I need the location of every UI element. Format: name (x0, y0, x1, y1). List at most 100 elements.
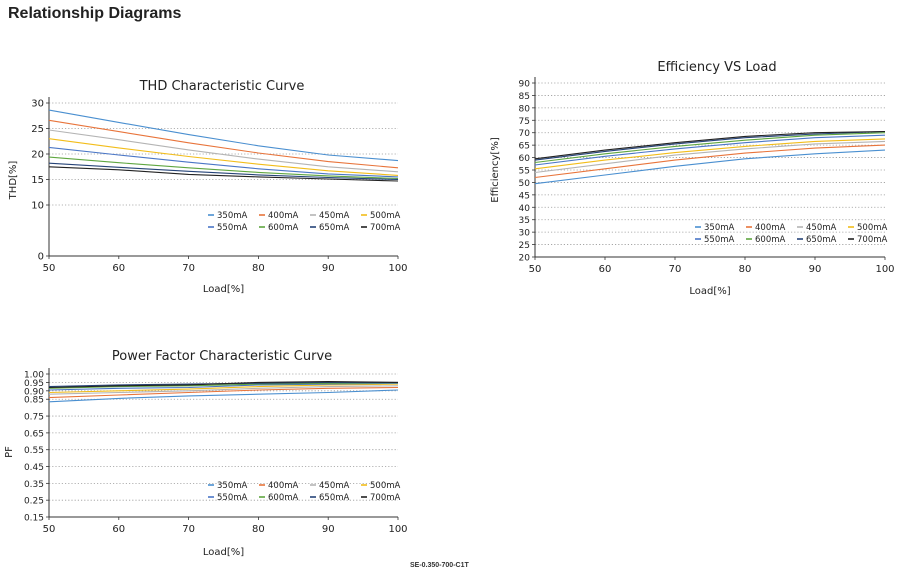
pf-y-tick-label: 0.45 (24, 463, 44, 473)
pf-x-tick-label: 50 (43, 524, 56, 535)
pf-chart-title: Power Factor Characteristic Curve (112, 349, 332, 364)
eff-series-line-650ma (534, 130, 886, 161)
pf-series-line-450ma (48, 385, 399, 395)
eff-legend-label-650ma: 650mA (806, 235, 837, 245)
eff-legend-label-550ma: 550mA (704, 235, 735, 245)
thd-x-axis-label: Load[%] (203, 284, 244, 295)
eff-x-tick-label: 100 (875, 264, 894, 275)
thd-y-tick-label: 10 (31, 201, 44, 212)
thd-legend-label-550ma: 550mA (217, 223, 248, 233)
thd-legend: 350mA 400mA 450mA 500mA 550mA 600mA 650mA 700mA (208, 211, 401, 233)
thd-x-tick-label: 90 (322, 263, 335, 274)
eff-legend-label-700ma: 700mA (857, 235, 888, 245)
eff-x-tick-label: 60 (599, 264, 612, 275)
eff-y-tick-label: 45 (519, 191, 530, 201)
pf-series-line-550ma (48, 382, 399, 391)
thd-y-axis-label: THD[%] (8, 161, 19, 201)
eff-y-tick-label: 55 (519, 167, 530, 177)
eff-y-tick-label: 35 (519, 216, 530, 226)
pf-x-tick-label: 90 (322, 524, 335, 535)
thd-y-tick-label: 15 (31, 175, 44, 186)
thd-series-line-600ma (48, 156, 399, 180)
eff-series-line-400ma (534, 144, 886, 179)
thd-series-line-500ma (48, 138, 399, 176)
power-factor-chart: Power Factor Characteristic Curve 0.15 0.2… (4, 349, 408, 558)
eff-y-axis-label: Efficiency[%] (490, 137, 501, 203)
thd-legend-label-400ma: 400mA (268, 211, 299, 221)
eff-legend: 350mA 400mA 450mA 500mA 550mA 600mA 650mA 700mA (695, 223, 888, 245)
pf-y-tick-label: 0.15 (24, 514, 44, 524)
eff-y-tick-label: 70 (519, 129, 531, 139)
thd-x-tick-label: 80 (252, 263, 265, 274)
eff-legend-label-400ma: 400mA (755, 223, 786, 233)
eff-series-line-350ma (534, 149, 886, 185)
eff-legend-label-350ma: 350mA (704, 223, 735, 233)
thd-legend-label-450ma: 450mA (319, 211, 350, 221)
thd-x-tick-label: 100 (388, 263, 407, 274)
pf-legend-label-450ma: 450mA (319, 481, 350, 491)
thd-legend-label-700ma: 700mA (370, 223, 401, 233)
thd-y-tick-label: 25 (31, 124, 44, 135)
eff-x-tick-label: 50 (529, 264, 542, 275)
pf-x-tick-label: 60 (112, 524, 125, 535)
eff-y-tick-label: 25 (519, 241, 530, 251)
thd-series-line-400ma (48, 119, 399, 169)
thd-x-tick-label: 70 (182, 263, 195, 274)
thd-series-line-700ma (48, 166, 399, 182)
pf-y-tick-label: 1.00 (24, 371, 44, 381)
eff-series-line-500ma (534, 138, 886, 170)
thd-legend-label-600ma: 600mA (268, 223, 299, 233)
pf-x-tick-label: 80 (252, 524, 265, 535)
pf-y-tick-label: 0.85 (24, 396, 44, 406)
pf-series-line-400ma (48, 386, 399, 399)
pf-legend-label-700ma: 700mA (370, 493, 401, 503)
thd-series-line-650ma (48, 162, 399, 181)
thd-y-tick-label: 30 (31, 99, 44, 110)
pf-y-tick-label: 0.25 (24, 497, 44, 507)
eff-series-line-600ma (534, 132, 886, 164)
eff-legend-label-600ma: 600mA (755, 235, 786, 245)
thd-series-line-350ma (48, 109, 399, 162)
thd-x-tick-label: 60 (112, 263, 125, 274)
eff-legend-label-450ma: 450mA (806, 223, 837, 233)
eff-x-axis-label: Load[%] (689, 286, 730, 297)
pf-y-tick-label: 0.35 (24, 480, 44, 490)
model-number-footer: SE-0.350-700-C1T (410, 562, 469, 569)
pf-legend-label-500ma: 500mA (370, 481, 401, 491)
eff-x-tick-label: 90 (809, 264, 822, 275)
pf-x-axis-label: Load[%] (203, 547, 244, 558)
pf-x-tick-label: 70 (182, 524, 195, 535)
thd-chart: THD Characteristic Curve 0 10 15 20 25 30 50 60 7… (8, 79, 408, 295)
efficiency-chart: Efficiency VS Load 20 25 30 35 40 45 50 55 60 65 70… (490, 60, 895, 297)
pf-x-tick-label: 100 (388, 524, 407, 535)
pf-legend-label-350ma: 350mA (217, 481, 248, 491)
pf-series-line-500ma (48, 383, 399, 394)
pf-y-tick-label: 0.90 (24, 387, 44, 397)
eff-x-tick-label: 70 (669, 264, 682, 275)
pf-legend-label-550ma: 550mA (217, 493, 248, 503)
thd-series-line-450ma (48, 129, 399, 173)
thd-legend-label-500ma: 500mA (370, 211, 401, 221)
thd-y-tick-label: 0 (38, 252, 44, 263)
pf-legend: 350mA 400mA 450mA 500mA 550mA 600mA 650mA 700mA (208, 481, 401, 503)
eff-y-tick-label: 30 (519, 229, 531, 239)
thd-legend-label-350ma: 350mA (217, 211, 248, 221)
pf-y-tick-label: 0.65 (24, 429, 44, 439)
eff-series-line-450ma (534, 140, 886, 174)
pf-y-tick-label: 0.55 (24, 446, 44, 456)
pf-legend-label-600ma: 600mA (268, 493, 299, 503)
eff-y-tick-label: 80 (519, 104, 531, 114)
eff-y-tick-label: 50 (519, 179, 531, 189)
pf-legend-label-650ma: 650mA (319, 493, 350, 503)
eff-y-tick-label: 40 (519, 204, 531, 214)
eff-series-line-550ma (534, 134, 886, 166)
pf-y-axis-label: PF (4, 446, 15, 458)
pf-series-line-700ma (48, 381, 399, 389)
eff-y-tick-label: 85 (519, 92, 530, 102)
eff-series-line-700ma (534, 130, 886, 160)
eff-y-tick-label: 65 (519, 142, 530, 152)
pf-series-line-350ma (48, 389, 399, 403)
thd-legend-label-650ma: 650mA (319, 223, 350, 233)
pf-legend-label-400ma: 400mA (268, 481, 299, 491)
eff-y-tick-label: 90 (519, 80, 531, 90)
